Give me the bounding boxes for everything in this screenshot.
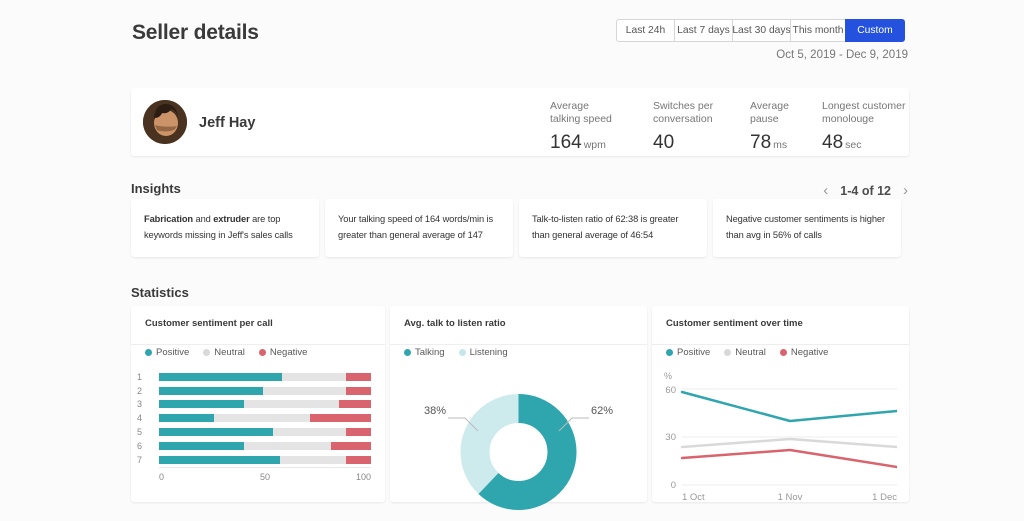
svg-text:1 Dec: 1 Dec [872, 492, 897, 501]
svg-text:38%: 38% [424, 405, 446, 417]
svg-text:60: 60 [665, 385, 676, 396]
svg-text:62%: 62% [591, 405, 613, 417]
svg-text:1 Oct: 1 Oct [682, 492, 705, 501]
svg-text:1 Nov: 1 Nov [778, 492, 803, 501]
svg-text:30: 30 [665, 432, 676, 443]
svg-text:%: % [664, 371, 672, 381]
svg-text:0: 0 [671, 480, 676, 491]
